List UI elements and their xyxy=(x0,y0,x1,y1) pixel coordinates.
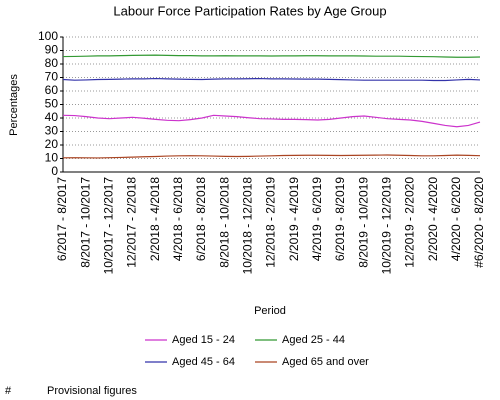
x-tick-label: 6/2019 - 8/2019 xyxy=(333,177,347,261)
x-tick-label: 8/2018 - 10/2018 xyxy=(217,177,231,268)
x-tick-label: 6/2017 - 8/2017 xyxy=(55,177,69,261)
series-line xyxy=(62,54,481,58)
y-tick-label: 50 xyxy=(45,97,59,111)
x-axis-label: Period xyxy=(254,305,286,317)
footnote-text: Provisional figures xyxy=(47,385,137,397)
x-tick-label: 4/2018 - 6/2018 xyxy=(171,177,185,261)
x-tick-label: 2/2018 - 4/2018 xyxy=(148,177,162,261)
y-tick-label: 20 xyxy=(45,137,59,151)
x-tick-label: 12/2017 - 2/2018 xyxy=(125,177,139,268)
x-tick-label: 6/2018 - 8/2018 xyxy=(194,177,208,261)
x-tick-label: #6/2020 - 8/2020 xyxy=(472,177,486,268)
y-tick-label: 70 xyxy=(45,70,59,84)
y-tick-label: 100 xyxy=(38,29,58,43)
y-tick-label: 60 xyxy=(45,83,59,97)
x-tick-label: 8/2019 - 10/2019 xyxy=(356,177,370,268)
x-tick-label: 12/2019 - 2/2020 xyxy=(403,177,417,268)
y-tick-label: 80 xyxy=(45,56,59,70)
y-tick-label: 40 xyxy=(45,110,59,124)
y-tick-label: 10 xyxy=(45,151,59,165)
y-tick-label: 90 xyxy=(45,43,59,57)
x-tick-label: 10/2017 - 12/2017 xyxy=(102,177,116,275)
chart-title: Labour Force Participation Rates by Age … xyxy=(113,3,386,18)
series-line xyxy=(62,77,481,82)
series-line xyxy=(62,154,481,159)
x-tick-label: 10/2018 - 12/2018 xyxy=(241,177,255,275)
y-tick-label: 0 xyxy=(51,164,58,178)
x-tick-label: 4/2020 - 6/2020 xyxy=(449,177,463,261)
x-tick-label: 8/2017 - 10/2017 xyxy=(78,177,92,268)
series-line xyxy=(62,114,481,128)
x-tick-label: 2/2020 - 4/2020 xyxy=(426,177,440,261)
legend-label: Aged 15 - 24 xyxy=(172,334,235,346)
legend-label: Aged 45 - 64 xyxy=(172,356,235,368)
x-tick-label: 4/2019 - 6/2019 xyxy=(310,177,324,261)
x-tick-label: 10/2019 - 12/2019 xyxy=(380,177,394,275)
legend-label: Aged 25 - 44 xyxy=(282,334,345,346)
footnote-symbol: # xyxy=(5,385,12,397)
legend-label: Aged 65 and over xyxy=(282,356,369,368)
y-axis-label: Percentages xyxy=(8,74,20,136)
y-tick-label: 30 xyxy=(45,124,59,138)
x-tick-label: 2/2019 - 4/2019 xyxy=(287,177,301,261)
x-tick-label: 12/2018 - 2/2019 xyxy=(264,177,278,268)
